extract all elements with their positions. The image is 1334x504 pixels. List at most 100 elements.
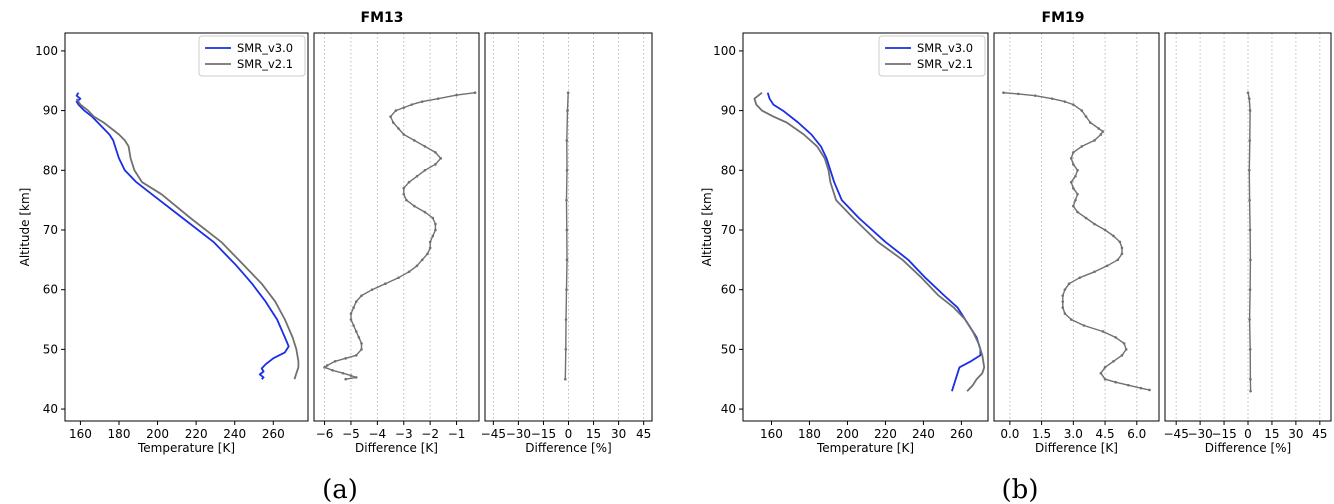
data-point <box>1248 318 1251 321</box>
data-point <box>566 91 570 94</box>
data-point <box>1101 330 1105 333</box>
y-tick-label: 90 <box>43 104 58 118</box>
x-axis-label: Temperature [K] <box>137 441 235 455</box>
data-point <box>352 324 355 327</box>
data-point <box>407 270 411 274</box>
data-point <box>565 139 569 142</box>
x-tick-label: −2 <box>421 427 439 441</box>
data-point <box>1105 264 1109 268</box>
data-point <box>1061 306 1065 309</box>
y-tick-label: 90 <box>721 104 736 118</box>
x-tick-label: 260 <box>262 427 285 441</box>
x-tick-label: 0 <box>1244 427 1252 441</box>
data-point <box>1248 228 1252 232</box>
data-point <box>1078 276 1081 280</box>
figure-caption: (a) <box>322 475 358 504</box>
data-point <box>333 360 337 363</box>
x-tick-label: −3 <box>395 427 413 441</box>
data-point <box>1082 324 1086 327</box>
data-point <box>1246 91 1250 94</box>
data-point <box>564 377 567 381</box>
x-tick-label: 180 <box>798 427 821 441</box>
data-point <box>370 288 374 291</box>
difference-line <box>1003 92 1150 391</box>
data-point <box>1139 386 1143 390</box>
data-point <box>1114 336 1117 339</box>
panel-difference: −45−30−15 0 15 30 45 Difference [%] <box>1164 32 1332 455</box>
x-tick-label: 4.5 <box>1096 427 1115 441</box>
data-point <box>436 97 440 100</box>
chart-title: FM19 <box>1042 10 1085 26</box>
data-point <box>434 151 437 154</box>
legend-entry: SMR_v3.0 <box>917 41 973 55</box>
data-point <box>1247 168 1251 172</box>
data-point <box>1080 145 1084 148</box>
data-point <box>360 294 363 297</box>
data-point <box>428 246 432 250</box>
data-point <box>410 103 413 106</box>
y-tick-label: 80 <box>43 163 58 177</box>
legend-box <box>878 35 986 77</box>
data-point <box>354 354 358 357</box>
y-tick-label: 70 <box>721 223 736 237</box>
x-tick-label: −30 <box>1187 427 1212 441</box>
data-point <box>1249 258 1252 262</box>
data-point <box>1120 354 1124 357</box>
data-point <box>344 357 347 360</box>
x-tick-label: −30 <box>506 427 531 441</box>
series-line-smr-v2-1 <box>75 98 300 380</box>
axes-frame <box>484 32 653 422</box>
data-point <box>1002 91 1005 94</box>
panel-profile: 160 180 200 220 240 260 Temperature [K] 40 50 60 7… <box>700 32 989 455</box>
x-tick-label: 3.0 <box>1064 427 1083 441</box>
data-point <box>434 228 437 232</box>
data-point <box>402 192 406 196</box>
data-point <box>1248 348 1252 351</box>
x-tick-label: 0.0 <box>1000 427 1019 441</box>
data-point <box>1076 192 1079 196</box>
data-point <box>1248 139 1252 142</box>
data-point <box>1076 210 1079 214</box>
series-line-smr-v3-0 <box>75 92 290 380</box>
data-point <box>1069 318 1073 321</box>
data-point <box>565 288 568 291</box>
data-point <box>1093 222 1096 226</box>
x-axis-label: Difference [%] <box>525 441 611 455</box>
legend: SMR_v3.0 SMR_v2.1 <box>878 35 986 77</box>
data-point <box>1120 246 1124 250</box>
x-tick-label: −4 <box>369 427 387 441</box>
x-axis-label: Difference [K] <box>1035 441 1118 455</box>
x-tick-label: −15 <box>531 427 556 441</box>
data-point <box>354 376 358 379</box>
data-point <box>428 240 432 244</box>
data-point <box>1061 294 1065 297</box>
data-point <box>431 234 435 238</box>
data-point <box>1017 92 1020 96</box>
x-axis-label: Difference [%] <box>1205 441 1291 455</box>
data-point <box>413 139 416 142</box>
data-point <box>323 365 326 369</box>
panel-profile: 160 180 200 220 240 260 Temperature [K] 40 50 60 7… <box>18 32 309 455</box>
data-point <box>1127 383 1130 387</box>
data-point <box>1093 270 1096 274</box>
data-point <box>566 109 569 112</box>
data-point <box>423 210 427 214</box>
data-point <box>1069 157 1073 160</box>
data-point <box>415 174 419 178</box>
data-point <box>1080 109 1084 112</box>
axes-frame <box>993 32 1160 422</box>
data-point <box>426 252 429 256</box>
x-tick-label: 45 <box>636 427 651 441</box>
data-point <box>1116 258 1120 262</box>
data-point <box>1249 389 1252 393</box>
x-axis-label: Temperature [K] <box>816 441 914 455</box>
x-tick-label: 1.5 <box>1032 427 1051 441</box>
data-point <box>1093 139 1096 142</box>
data-point <box>389 115 392 118</box>
x-tick-label: −45 <box>1164 427 1189 441</box>
data-point <box>1122 342 1126 345</box>
data-point <box>423 145 427 148</box>
data-point <box>1103 377 1107 381</box>
series-line-smr-v2-1 <box>753 91 986 392</box>
data-point <box>1120 252 1124 256</box>
